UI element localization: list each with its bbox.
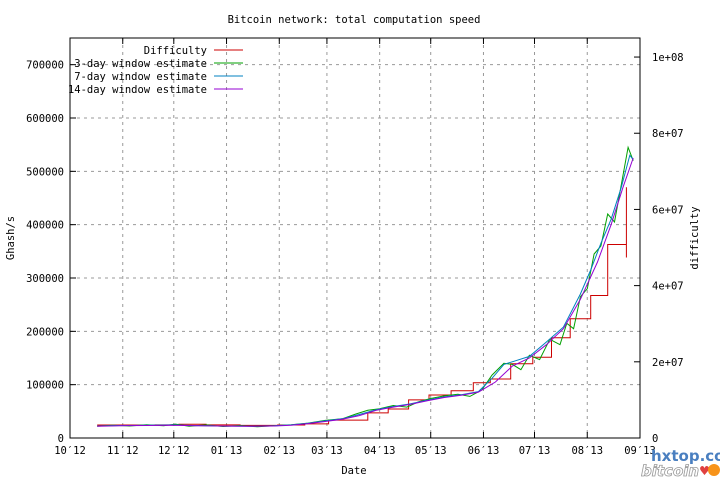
watermark: hxtop.com bitcoin ♥ (641, 447, 720, 480)
y2-tick-label: 2e+07 (652, 357, 684, 369)
grid (70, 38, 640, 438)
x-tick-label: 03′13 (311, 445, 343, 457)
y2-tick-label: 0 (652, 433, 658, 445)
legend-label: 14-day window estimate (68, 84, 207, 96)
x-tick-label: 04′13 (364, 445, 396, 457)
y2-tick-label: 6e+07 (652, 204, 684, 216)
y2-tick-label: 1e+08 (652, 52, 684, 64)
x-tick-label: 08′13 (571, 445, 603, 457)
x-tick-label: 06′13 (468, 445, 500, 457)
x-tick-label: 02′13 (263, 445, 295, 457)
x-tick-label: 11′12 (107, 445, 139, 457)
y-tick-label: 600000 (26, 113, 64, 125)
y2-tick-label: 8e+07 (652, 128, 684, 140)
x-tick-label: 10′12 (54, 445, 86, 457)
x-tick-label: 07′13 (519, 445, 551, 457)
bitcoin-logo-icon (708, 464, 720, 476)
y-tick-label: 400000 (26, 220, 64, 232)
y-axis-label: Ghash/s (5, 216, 17, 260)
y-tick-label: 700000 (26, 60, 64, 72)
watermark-text: bitcoin (641, 462, 699, 480)
legend-label: 7-day window estimate (74, 71, 207, 83)
y-tick-label: 200000 (26, 326, 64, 338)
y2-tick-label: 4e+07 (652, 281, 684, 293)
chart-title: Bitcoin network: total computation speed (228, 14, 481, 26)
legend-label: 3-day window estimate (74, 58, 207, 70)
y2-axis-label: difficulty (689, 206, 701, 269)
x-tick-label: 12′12 (158, 445, 190, 457)
series-line-difficulty (97, 187, 627, 426)
legend-label: Difficulty (144, 45, 207, 57)
y-tick-label: 0 (58, 433, 64, 445)
series-line-7-day-window-estimate (97, 154, 634, 427)
x-axis-label: Date (341, 465, 366, 477)
x-tick-label: 09′13 (624, 445, 656, 457)
y-tick-label: 100000 (26, 380, 64, 392)
y-tick-label: 500000 (26, 166, 64, 178)
y-tick-label: 300000 (26, 273, 64, 285)
watermark-site: hxtop.com (651, 447, 720, 465)
x-tick-label: 01′13 (211, 445, 243, 457)
ticks: 10′12 11′12 12′12 01′13 02′13 03′13 04′13 05′13… (26, 38, 684, 457)
series-layer (97, 145, 634, 428)
plot-border (69, 37, 641, 439)
series-line-14-day-window-estimate (97, 157, 634, 427)
heart-icon: ♥ (700, 462, 709, 480)
x-tick-label: 05′13 (415, 445, 447, 457)
